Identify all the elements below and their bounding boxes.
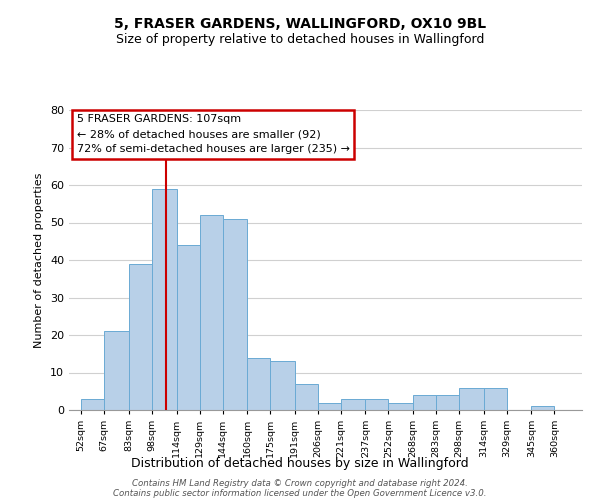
Bar [413,395,436,410]
Bar [484,388,507,410]
Bar [223,219,247,410]
Bar [104,331,129,410]
Bar [129,264,152,410]
Y-axis label: Number of detached properties: Number of detached properties [34,172,44,348]
Text: Distribution of detached houses by size in Wallingford: Distribution of detached houses by size … [131,458,469,470]
Bar [152,188,176,410]
Bar [341,399,365,410]
Bar [81,399,104,410]
Bar [295,384,318,410]
Text: 5 FRASER GARDENS: 107sqm
← 28% of detached houses are smaller (92)
72% of semi-d: 5 FRASER GARDENS: 107sqm ← 28% of detach… [77,114,350,154]
Text: 5, FRASER GARDENS, WALLINGFORD, OX10 9BL: 5, FRASER GARDENS, WALLINGFORD, OX10 9BL [114,18,486,32]
Text: Contains public sector information licensed under the Open Government Licence v3: Contains public sector information licen… [113,488,487,498]
Bar [388,402,413,410]
Bar [436,395,459,410]
Text: Size of property relative to detached houses in Wallingford: Size of property relative to detached ho… [116,32,484,46]
Bar [200,215,223,410]
Bar [318,402,341,410]
Bar [459,388,484,410]
Bar [270,361,295,410]
Bar [532,406,554,410]
Bar [176,245,200,410]
Text: Contains HM Land Registry data © Crown copyright and database right 2024.: Contains HM Land Registry data © Crown c… [132,478,468,488]
Bar [365,399,388,410]
Bar [247,358,270,410]
